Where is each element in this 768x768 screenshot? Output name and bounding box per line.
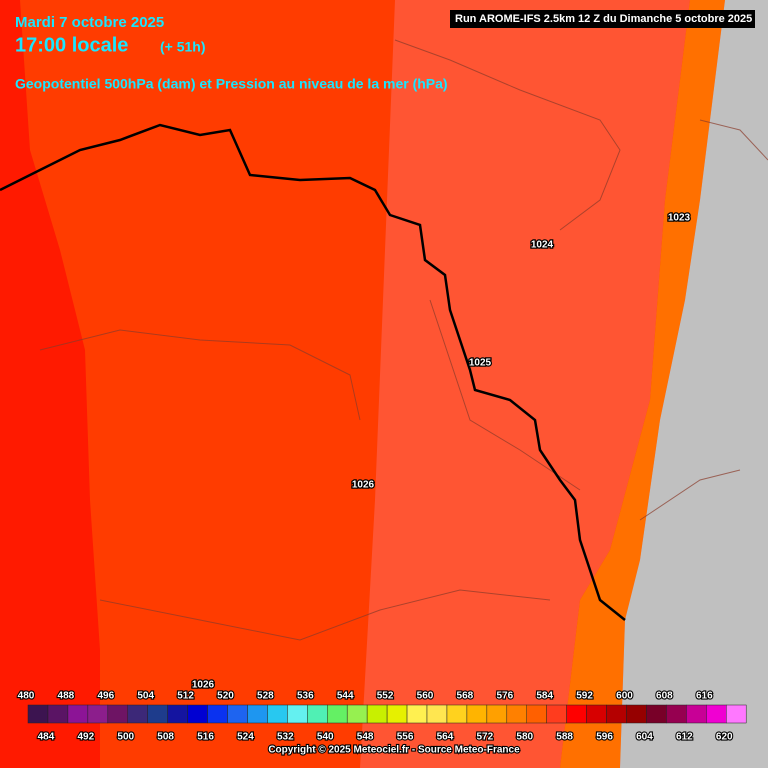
no-data [620, 0, 768, 768]
scale-swatch [67, 704, 89, 724]
copyright: Copyright © 2025 Meteociel.fr - Source M… [268, 745, 520, 756]
scale-label: 600 [616, 691, 633, 702]
scale-label: 608 [656, 691, 673, 702]
scale-swatch [686, 704, 707, 724]
scale-label: 512 [177, 691, 194, 702]
scale-swatch [446, 704, 468, 724]
scale-swatch [287, 704, 308, 724]
scale-swatch [247, 704, 268, 724]
scale-swatch [207, 704, 228, 724]
scale-label: 500 [117, 732, 134, 743]
scale-label: 532 [277, 732, 294, 743]
isobar-label: 1023 [668, 213, 691, 224]
field-east [360, 0, 690, 768]
scale-swatch [87, 704, 109, 724]
scale-swatch [386, 704, 408, 724]
scale-swatch [147, 704, 168, 724]
scale-label: 572 [477, 732, 494, 743]
scale-swatch [466, 704, 488, 724]
scale-label: 620 [716, 732, 733, 743]
scale-label: 504 [137, 691, 154, 702]
scale-label: 520 [217, 691, 234, 702]
scale-swatch [267, 704, 288, 724]
scale-label: 524 [237, 732, 254, 743]
isobar-label: 1025 [469, 358, 492, 369]
scale-swatch [546, 704, 567, 724]
scale-label: 480 [18, 691, 35, 702]
scale-swatch [346, 704, 368, 724]
scale-swatch [706, 704, 727, 724]
field-west [0, 0, 100, 768]
scale-swatch [127, 704, 148, 724]
scale-label: 552 [377, 691, 394, 702]
scale-swatch [526, 704, 547, 724]
scale-swatch [27, 704, 49, 724]
scale-label: 560 [417, 691, 434, 702]
scale-label: 508 [157, 732, 174, 743]
scale-label: 592 [576, 691, 593, 702]
time: 17:00 locale [15, 34, 128, 56]
scale-label: 580 [516, 732, 533, 743]
isobar-label: 1024 [531, 240, 554, 251]
scale-swatch [187, 704, 208, 724]
scale-label: 616 [696, 691, 713, 702]
scale-label: 556 [397, 732, 414, 743]
scale-swatch [327, 704, 348, 724]
scale-label: 596 [596, 732, 613, 743]
scale-label: 488 [58, 691, 75, 702]
scale-swatch [47, 704, 69, 724]
scale-swatch [586, 704, 607, 724]
date: Mardi 7 octobre 2025 [15, 14, 164, 31]
scale-swatch [227, 704, 248, 724]
isobar-label: 1026 [352, 480, 375, 491]
scale-label: 548 [357, 732, 374, 743]
isobar-label: 1026 [192, 680, 215, 691]
scale-label: 544 [337, 691, 354, 702]
scale-label: 536 [297, 691, 314, 702]
border [0, 123, 626, 621]
scale-swatch [366, 704, 388, 724]
lead-time: (+ 51h) [160, 39, 206, 55]
scale-label: 492 [78, 732, 95, 743]
color-scale: 480 484 488 492 496 500 504 508 512 516 520 524 528 5… [17, 690, 747, 744]
scale-swatch [486, 704, 508, 724]
scale-swatch [666, 704, 687, 724]
scale-swatch [566, 704, 587, 724]
scale-label: 588 [556, 732, 573, 743]
scale-swatch [606, 704, 627, 724]
scale-swatch [506, 704, 527, 724]
scale-label: 576 [496, 691, 513, 702]
scale-label: 496 [97, 691, 114, 702]
scale-label: 484 [38, 732, 55, 743]
run-label: Run AROME-IFS 2.5km 12 Z du Dimanche 5 o… [455, 13, 752, 25]
scale-swatch [406, 704, 428, 724]
scale-label: 604 [636, 732, 653, 743]
map-title: Geopotentiel 500hPa (dam) et Pression au… [15, 76, 448, 92]
scale-label: 528 [257, 691, 274, 702]
scale-swatch [426, 704, 448, 724]
isobars: 1023 1024 1025 1026 1026 [191, 211, 692, 692]
run-box [450, 10, 755, 28]
scale-label: 540 [317, 732, 334, 743]
scale-swatch [107, 704, 129, 724]
scale-label: 584 [536, 691, 553, 702]
field-orange [560, 0, 725, 768]
scale-swatch [646, 704, 667, 724]
regions [39, 39, 768, 641]
scale-label: 568 [457, 691, 474, 702]
scale-label: 612 [676, 732, 693, 743]
scale-swatch [726, 704, 747, 724]
scale-swatch [307, 704, 328, 724]
scale-label: 564 [437, 732, 454, 743]
scale-swatch [167, 704, 188, 724]
scale-label: 516 [197, 732, 214, 743]
scale-swatch [626, 704, 647, 724]
